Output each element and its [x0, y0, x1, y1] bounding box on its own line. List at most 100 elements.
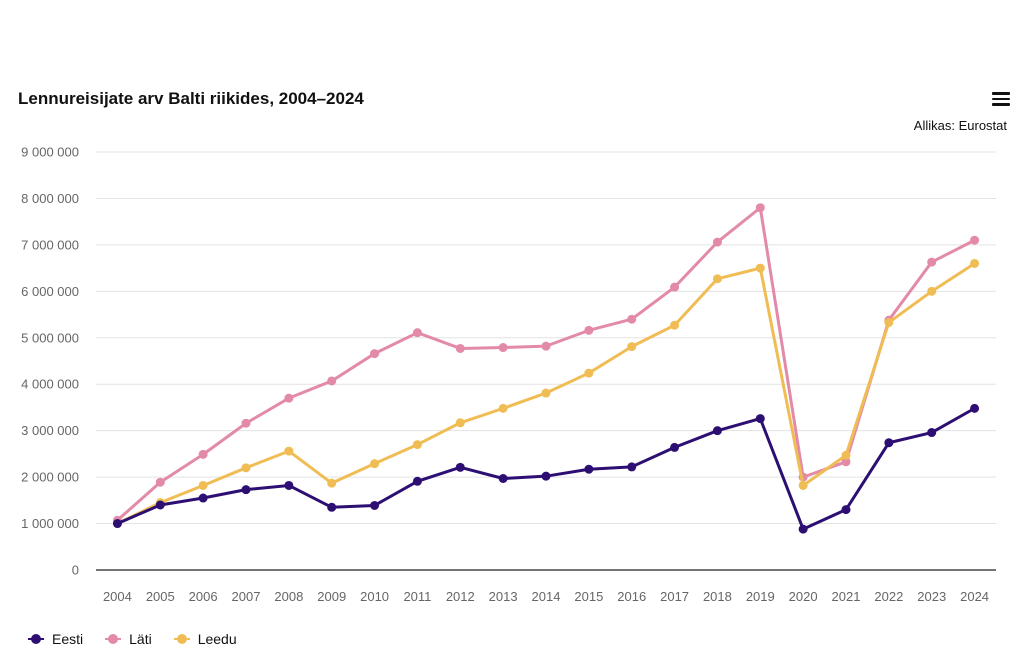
- data-point[interactable]: [884, 438, 894, 448]
- data-point[interactable]: [327, 376, 337, 386]
- data-point[interactable]: [798, 480, 808, 490]
- legend-item-eesti[interactable]: Eesti: [28, 631, 83, 647]
- legend-label: Eesti: [52, 631, 84, 647]
- x-tick-label: 2007: [232, 589, 261, 604]
- legend-item-läti[interactable]: Läti: [105, 631, 152, 647]
- x-tick-label: 2024: [960, 589, 989, 604]
- x-tick-label: 2019: [746, 589, 775, 604]
- data-point[interactable]: [627, 462, 637, 472]
- x-tick-label: 2006: [189, 589, 218, 604]
- data-point[interactable]: [241, 463, 251, 473]
- data-point[interactable]: [841, 505, 851, 515]
- y-tick-label: 9 000 000: [21, 145, 79, 160]
- x-axis-labels: 2004 2005 2006 2007 2008 2009 2010 2011 2012 2013…: [103, 589, 989, 604]
- data-point[interactable]: [541, 341, 551, 351]
- data-point[interactable]: [798, 524, 808, 534]
- y-tick-label: 4 000 000: [21, 377, 79, 392]
- data-point[interactable]: [198, 449, 208, 459]
- x-tick-label: 2004: [103, 589, 132, 604]
- y-tick-label: 3 000 000: [21, 423, 79, 438]
- data-point[interactable]: [670, 282, 680, 292]
- data-point[interactable]: [970, 235, 980, 245]
- data-point[interactable]: [970, 258, 980, 268]
- data-point[interactable]: [755, 414, 765, 424]
- data-point[interactable]: [455, 343, 465, 353]
- data-point[interactable]: [455, 462, 465, 472]
- chart-title: Lennureisijate arv Balti riikides, 2004–…: [18, 89, 364, 108]
- data-point[interactable]: [155, 477, 165, 487]
- x-tick-label: 2012: [446, 589, 475, 604]
- y-tick-label: 2 000 000: [21, 470, 79, 485]
- y-tick-label: 6 000 000: [21, 284, 79, 299]
- data-point[interactable]: [712, 426, 722, 436]
- data-point[interactable]: [412, 440, 422, 450]
- data-point[interactable]: [970, 403, 980, 413]
- data-point[interactable]: [198, 493, 208, 503]
- data-point[interactable]: [370, 349, 380, 359]
- data-point[interactable]: [670, 320, 680, 330]
- y-tick-label: 0: [72, 563, 79, 578]
- x-tick-label: 2022: [874, 589, 903, 604]
- data-point[interactable]: [755, 203, 765, 213]
- x-tick-label: 2020: [789, 589, 818, 604]
- data-point[interactable]: [712, 237, 722, 247]
- data-point[interactable]: [198, 480, 208, 490]
- x-tick-label: 2013: [489, 589, 518, 604]
- data-point[interactable]: [927, 428, 937, 438]
- x-tick-label: 2017: [660, 589, 689, 604]
- data-point[interactable]: [584, 464, 594, 474]
- data-point[interactable]: [498, 474, 508, 484]
- data-point[interactable]: [927, 257, 937, 267]
- x-tick-label: 2016: [617, 589, 646, 604]
- data-point[interactable]: [627, 314, 637, 324]
- data-point[interactable]: [412, 328, 422, 338]
- data-point[interactable]: [112, 519, 122, 529]
- data-point[interactable]: [284, 446, 294, 456]
- data-point[interactable]: [327, 478, 337, 488]
- chart-source: Allikas: Eurostat: [913, 118, 1007, 133]
- data-point[interactable]: [841, 450, 851, 460]
- x-tick-label: 2005: [146, 589, 175, 604]
- x-tick-label: 2008: [274, 589, 303, 604]
- data-point[interactable]: [284, 480, 294, 490]
- data-point[interactable]: [927, 286, 937, 296]
- data-point[interactable]: [241, 485, 251, 495]
- data-point[interactable]: [455, 418, 465, 428]
- x-tick-label: 2018: [703, 589, 732, 604]
- data-point[interactable]: [241, 418, 251, 428]
- y-tick-label: 1 000 000: [21, 516, 79, 531]
- data-point[interactable]: [712, 274, 722, 284]
- data-point[interactable]: [498, 403, 508, 413]
- y-tick-label: 8 000 000: [21, 191, 79, 206]
- data-point[interactable]: [584, 325, 594, 335]
- legend-symbol: [28, 633, 44, 645]
- x-tick-label: 2015: [574, 589, 603, 604]
- data-point[interactable]: [541, 471, 551, 481]
- x-tick-label: 2010: [360, 589, 389, 604]
- data-point[interactable]: [841, 457, 851, 467]
- data-point[interactable]: [370, 500, 380, 510]
- legend-item-leedu[interactable]: Leedu: [173, 631, 237, 647]
- legend: Eesti Läti Leedu: [28, 631, 237, 647]
- x-tick-label: 2009: [317, 589, 346, 604]
- data-point[interactable]: [584, 368, 594, 378]
- data-point[interactable]: [412, 476, 422, 486]
- series-eesti: [112, 403, 980, 534]
- x-tick-label: 2023: [917, 589, 946, 604]
- data-point[interactable]: [541, 388, 551, 398]
- series-lines: [112, 203, 980, 534]
- data-point[interactable]: [327, 502, 337, 512]
- legend-label: Läti: [129, 631, 152, 647]
- data-point[interactable]: [627, 342, 637, 352]
- data-point[interactable]: [284, 393, 294, 403]
- data-point[interactable]: [498, 343, 508, 353]
- data-point[interactable]: [670, 442, 680, 452]
- y-axis-labels: 0 1 000 000 2 000 000 3 000 000 4 000 000 5 0…: [21, 145, 79, 578]
- hamburger-menu-icon[interactable]: [992, 92, 1010, 106]
- data-point[interactable]: [755, 263, 765, 273]
- grid-lines: [96, 151, 996, 571]
- data-point[interactable]: [884, 317, 894, 327]
- data-point[interactable]: [370, 459, 380, 469]
- data-point[interactable]: [155, 500, 165, 510]
